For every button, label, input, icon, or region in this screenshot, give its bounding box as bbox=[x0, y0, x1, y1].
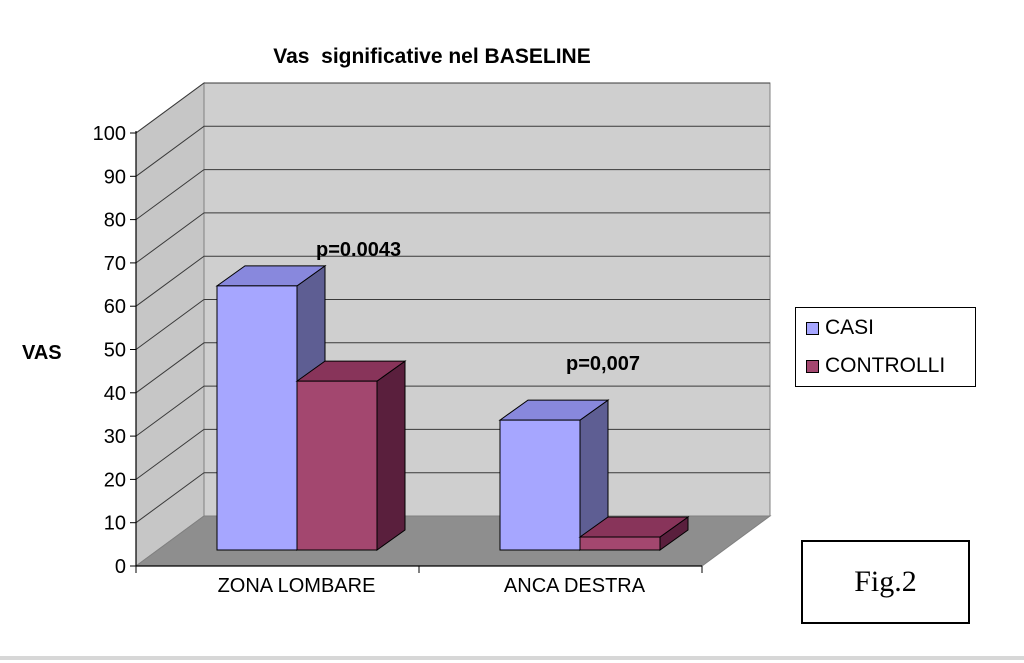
y-tick-label-50: 50 bbox=[104, 340, 126, 362]
legend-swatch-casi bbox=[806, 321, 819, 335]
y-tick-label-0: 0 bbox=[115, 556, 126, 578]
legend-item-casi: CASI bbox=[806, 316, 874, 340]
legend-label-controlli: CONTROLLI bbox=[825, 354, 946, 377]
p-value-annotation-zona-lombare: p=0.0043 bbox=[316, 239, 401, 261]
y-tick-label-60: 60 bbox=[104, 296, 126, 318]
gridline-70 bbox=[135, 212, 770, 264]
gridline-60 bbox=[135, 255, 770, 307]
bars bbox=[215, 264, 690, 551]
y-axis-label: VAS bbox=[22, 342, 62, 364]
gridline-50 bbox=[135, 299, 770, 350]
y-tick-label-70: 70 bbox=[104, 253, 126, 275]
y-tick-label-100: 100 bbox=[93, 123, 126, 145]
chart-texts: Vas significative nel BASELINE VAS p=0.0… bbox=[22, 45, 640, 375]
figure-label: Fig.2 bbox=[801, 540, 970, 624]
gridline-100 bbox=[135, 82, 770, 134]
y-tick-label-40: 40 bbox=[104, 383, 126, 405]
gridline-90 bbox=[135, 125, 770, 177]
legend-label-casi: CASI bbox=[825, 316, 875, 339]
bar-front-controlli-anca-destra bbox=[579, 536, 661, 551]
bar-controlli-zona-lombare bbox=[295, 360, 407, 551]
bar-side-controlli-zona-lombare bbox=[376, 360, 406, 551]
bar-front-controlli-zona-lombare bbox=[296, 380, 378, 551]
axes: 0 10 20 30 40 50 60 70 80 90 100 ZONA LOMBARE ANCA D… bbox=[93, 123, 703, 597]
y-tick-label-10: 10 bbox=[104, 513, 126, 535]
page-bottom-rule bbox=[0, 656, 1024, 660]
legend-swatch-controlli bbox=[806, 359, 819, 373]
y-tick-label-30: 30 bbox=[104, 426, 126, 448]
bar-front-casi-anca-destra bbox=[499, 419, 581, 551]
legend-item-controlli: CONTROLLI bbox=[806, 354, 945, 378]
bar-casi-anca-destra bbox=[498, 399, 610, 551]
legend: CASI CONTROLLI bbox=[795, 307, 976, 387]
gridline-40 bbox=[135, 342, 770, 394]
y-tick-label-90: 90 bbox=[104, 166, 126, 188]
gridline-30 bbox=[135, 385, 770, 437]
chart-title: Vas significative nel BASELINE bbox=[273, 45, 590, 68]
x-tick-label-anca-destra: ANCA DESTRA bbox=[504, 575, 646, 597]
y-tick-label-20: 20 bbox=[104, 469, 126, 491]
bar-front-casi-zona-lombare bbox=[216, 285, 298, 551]
gridline-80 bbox=[135, 169, 770, 221]
bar-controlli-anca-destra bbox=[578, 516, 690, 551]
x-tick-label-zona-lombare: ZONA LOMBARE bbox=[218, 575, 376, 597]
p-value-annotation-anca-destra: p=0,007 bbox=[566, 353, 640, 375]
y-tick-label-80: 80 bbox=[104, 210, 126, 232]
